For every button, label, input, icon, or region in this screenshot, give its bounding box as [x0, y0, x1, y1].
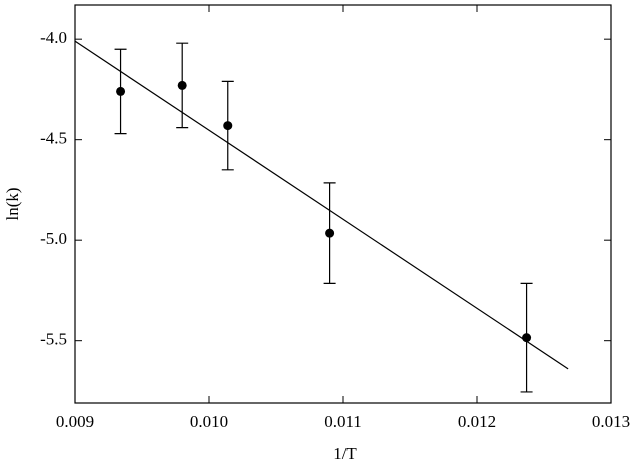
data-point: [223, 121, 233, 131]
x-tick-label: 0.013: [592, 412, 630, 431]
x-tick-label: 0.010: [190, 412, 228, 431]
y-tick-label: -4.5: [40, 129, 67, 148]
y-tick-label: -5.0: [40, 229, 67, 248]
y-tick-label: -5.5: [40, 330, 67, 349]
x-tick-label: 0.011: [324, 412, 362, 431]
x-axis-label: 1/T: [333, 444, 357, 463]
data-point: [116, 86, 126, 96]
data-point: [177, 80, 187, 90]
x-tick-label: 0.012: [458, 412, 496, 431]
y-axis-label: ln(k): [3, 187, 22, 220]
fit-line: [74, 40, 569, 370]
x-tick-label: 0.009: [56, 412, 94, 431]
y-tick-label: -4.0: [40, 28, 67, 47]
data-point: [325, 228, 335, 238]
